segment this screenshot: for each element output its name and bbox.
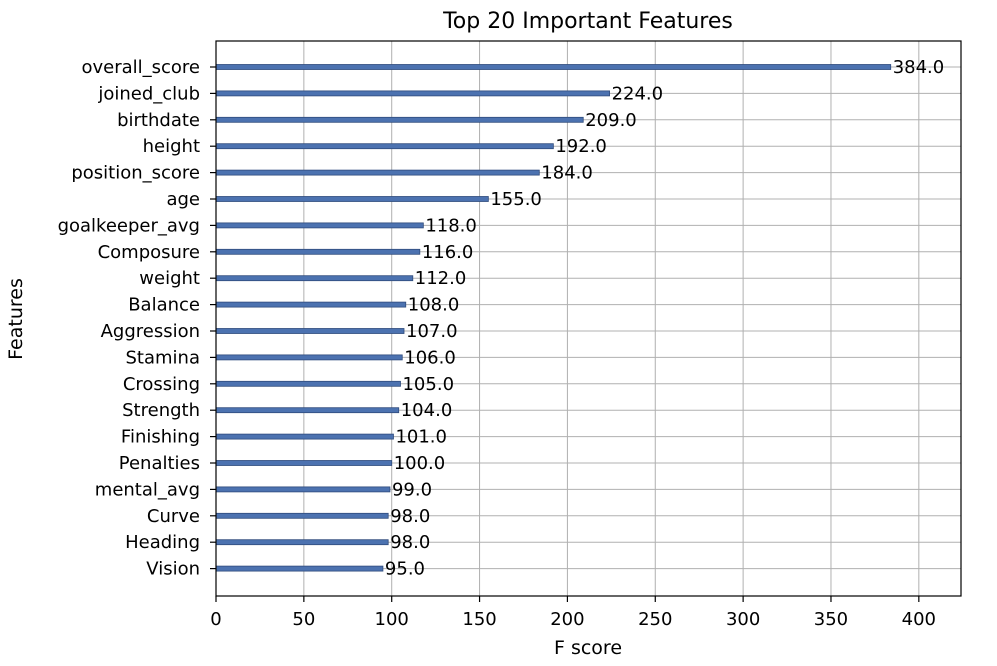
bar-weight — [215, 275, 414, 282]
bar-Crossing — [215, 380, 401, 387]
bar-goalkeeper_avg — [215, 222, 424, 229]
y-tick-label: Vision — [146, 559, 200, 580]
bar-overall_score — [215, 64, 892, 70]
value-label: 99.0 — [392, 479, 432, 500]
y-tick-label: position_score — [71, 163, 200, 184]
chart-title: Top 20 Important Features — [442, 9, 733, 34]
bar-Vision — [215, 565, 384, 572]
y-tick-label: Finishing — [121, 427, 200, 448]
value-label: 384.0 — [893, 57, 945, 78]
x-tick-label: 300 — [726, 609, 760, 630]
y-tick-label: Penalties — [119, 453, 200, 474]
value-label: 105.0 — [402, 374, 454, 395]
bar-height — [215, 143, 554, 150]
bar-Curve — [215, 512, 389, 519]
value-label: 118.0 — [425, 215, 477, 236]
bar-Finishing — [215, 433, 394, 440]
x-tick-label: 350 — [814, 609, 848, 630]
value-label: 100.0 — [394, 453, 446, 474]
value-label: 106.0 — [404, 347, 456, 368]
bar-Aggression — [215, 328, 405, 334]
y-tick-label: Stamina — [126, 347, 201, 368]
bar-mental_avg — [215, 486, 391, 493]
bar-Stamina — [215, 354, 403, 361]
value-label: 184.0 — [541, 163, 593, 184]
y-tick-label: Aggression — [101, 321, 200, 342]
x-tick-label: 50 — [292, 609, 315, 630]
y-tick-label: weight — [139, 268, 200, 289]
bar-Composure — [215, 248, 421, 255]
bar-Penalties — [215, 460, 393, 466]
bar-Strength — [215, 407, 400, 414]
y-tick-label: Heading — [125, 532, 200, 553]
y-tick-label: Crossing — [123, 374, 200, 395]
x-tick-label: 250 — [638, 609, 672, 630]
value-labels: 384.0 224.0 209.0 192.0 184.0 155.0 118.0 116.0… — [385, 57, 944, 580]
value-label: 224.0 — [612, 83, 664, 104]
y-axis-ticks: overall_score joined_club birthdate height p… — [58, 57, 216, 580]
bar-Heading — [215, 539, 389, 546]
value-label: 98.0 — [390, 532, 430, 553]
bar-layer — [215, 64, 892, 572]
y-tick-label: joined_club — [97, 83, 200, 104]
value-label: 101.0 — [395, 427, 447, 448]
x-tick-label: 0 — [210, 609, 221, 630]
y-tick-label: mental_avg — [95, 479, 200, 500]
bar-age — [215, 196, 489, 202]
value-label: 116.0 — [422, 242, 474, 263]
y-tick-label: overall_score — [81, 57, 200, 78]
plot-frame — [215, 40, 962, 597]
y-tick-label: Balance — [128, 295, 200, 316]
x-tick-label: 400 — [902, 609, 936, 630]
value-label: 155.0 — [490, 189, 542, 210]
y-tick-label: goalkeeper_avg — [58, 215, 200, 236]
x-axis-ticks: 0 50 100 150 200 250 300 350 400 — [210, 596, 936, 630]
y-tick-label: height — [143, 136, 200, 157]
bar-position_score — [215, 169, 540, 176]
y-tick-label: birthdate — [117, 110, 200, 131]
bar-joined_club — [215, 90, 610, 97]
y-tick-label: Strength — [122, 400, 200, 421]
value-label: 107.0 — [406, 321, 458, 342]
y-axis-label: Features — [5, 278, 27, 360]
x-tick-label: 150 — [462, 609, 496, 630]
value-label: 209.0 — [585, 110, 637, 131]
x-tick-label: 200 — [550, 609, 584, 630]
bar-Balance — [215, 301, 407, 308]
bar-birthdate — [215, 116, 584, 123]
value-label: 108.0 — [408, 295, 460, 316]
y-tick-label: Composure — [98, 242, 200, 263]
y-tick-label: Curve — [147, 506, 200, 527]
value-label: 95.0 — [385, 559, 425, 580]
value-label: 192.0 — [555, 136, 607, 157]
value-label: 112.0 — [415, 268, 467, 289]
y-tick-label: age — [166, 189, 200, 210]
value-label: 104.0 — [401, 400, 453, 421]
x-axis-label: F score — [554, 637, 622, 659]
x-tick-label: 100 — [375, 609, 409, 630]
value-label: 98.0 — [390, 506, 430, 527]
